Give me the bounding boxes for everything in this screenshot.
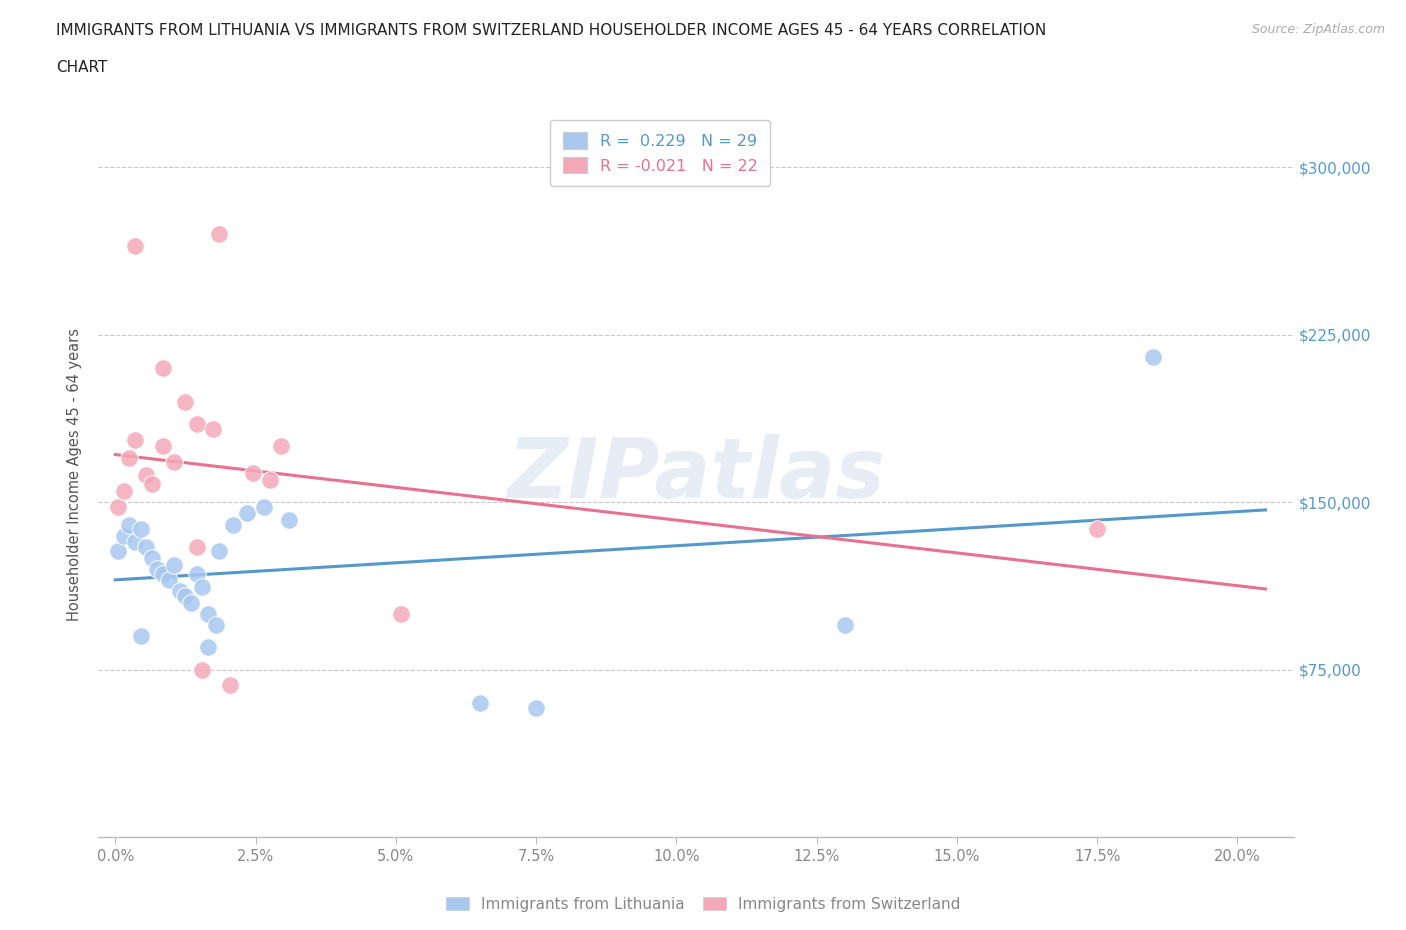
Point — [141, 477, 163, 492]
Point — [524, 700, 547, 715]
Point — [197, 606, 219, 621]
Point — [107, 544, 129, 559]
Point — [112, 528, 135, 543]
Point — [152, 566, 174, 581]
Point — [180, 595, 202, 610]
Text: ZIPatlas: ZIPatlas — [508, 433, 884, 515]
Point — [278, 512, 301, 527]
Point — [146, 562, 169, 577]
Y-axis label: Householder Income Ages 45 - 64 years: Householder Income Ages 45 - 64 years — [67, 327, 83, 621]
Point — [118, 517, 141, 532]
Point — [152, 361, 174, 376]
Point — [191, 662, 214, 677]
Point — [174, 589, 197, 604]
Point — [186, 539, 208, 554]
Point — [834, 618, 856, 632]
Legend: Immigrants from Lithuania, Immigrants from Switzerland: Immigrants from Lithuania, Immigrants fr… — [440, 890, 966, 918]
Legend: R =  0.229   N = 29, R = -0.021   N = 22: R = 0.229 N = 29, R = -0.021 N = 22 — [550, 120, 770, 186]
Point — [1085, 522, 1108, 537]
Text: CHART: CHART — [56, 60, 108, 75]
Point — [468, 696, 491, 711]
Point — [163, 455, 186, 470]
Point — [222, 517, 245, 532]
Point — [208, 227, 231, 242]
Point — [202, 421, 225, 436]
Point — [118, 450, 141, 465]
Point — [242, 466, 264, 481]
Text: Source: ZipAtlas.com: Source: ZipAtlas.com — [1251, 23, 1385, 36]
Point — [152, 439, 174, 454]
Point — [124, 535, 146, 550]
Point — [270, 439, 292, 454]
Point — [135, 539, 157, 554]
Point — [1142, 350, 1164, 365]
Point — [191, 579, 214, 594]
Point — [129, 522, 152, 537]
Point — [174, 394, 197, 409]
Point — [124, 432, 146, 447]
Point — [141, 551, 163, 565]
Point — [186, 566, 208, 581]
Point — [163, 557, 186, 572]
Point — [236, 506, 259, 521]
Point — [129, 629, 152, 644]
Point — [169, 584, 191, 599]
Point — [219, 678, 242, 693]
Point — [112, 484, 135, 498]
Point — [186, 417, 208, 432]
Point — [253, 499, 276, 514]
Point — [107, 499, 129, 514]
Point — [208, 544, 231, 559]
Point — [389, 606, 412, 621]
Point — [124, 238, 146, 253]
Point — [197, 640, 219, 655]
Point — [135, 468, 157, 483]
Point — [259, 472, 281, 487]
Point — [205, 618, 228, 632]
Text: IMMIGRANTS FROM LITHUANIA VS IMMIGRANTS FROM SWITZERLAND HOUSEHOLDER INCOME AGES: IMMIGRANTS FROM LITHUANIA VS IMMIGRANTS … — [56, 23, 1046, 38]
Point — [157, 573, 180, 588]
